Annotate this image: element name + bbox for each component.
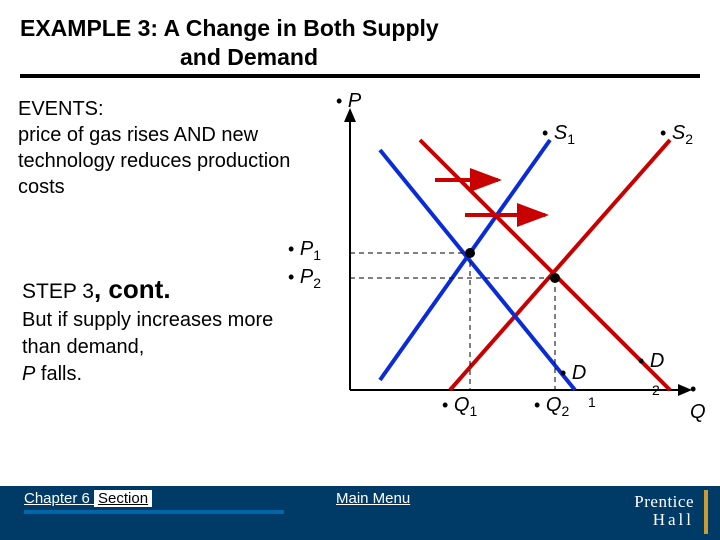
q1-label: • Q1 bbox=[442, 394, 477, 419]
title-line2: and Demand bbox=[20, 43, 700, 72]
supply-demand-chart: • P • Q • S1 • S2 • D 1 • D 2 • P1 • P2 … bbox=[310, 90, 710, 450]
q-axis-label: • Q bbox=[690, 378, 710, 424]
footer: Chapter 6 Section Main Menu Prentice Hal… bbox=[0, 486, 720, 540]
q2-label: • Q2 bbox=[534, 394, 569, 419]
s2-label: • S2 bbox=[660, 122, 693, 147]
events-heading: EVENTS: bbox=[18, 96, 308, 122]
p-axis-label: • P bbox=[336, 90, 361, 113]
step-block: STEP 3, cont. But if supply increases mo… bbox=[22, 272, 282, 388]
step-body-suffix: falls. bbox=[35, 363, 82, 385]
publisher-logo: Prentice Hall bbox=[634, 492, 694, 530]
step-title: STEP 3, cont. bbox=[22, 272, 282, 307]
step-cont: , cont. bbox=[94, 274, 171, 304]
content-area: EVENTS: price of gas rises AND new techn… bbox=[0, 82, 720, 102]
p1-label: • P1 bbox=[288, 238, 321, 263]
title-area: EXAMPLE 3: A Change in Both Supply and D… bbox=[0, 0, 720, 82]
events-block: EVENTS: price of gas rises AND new techn… bbox=[18, 96, 308, 200]
step-p-var: P bbox=[22, 363, 35, 385]
logo-line2: Hall bbox=[634, 510, 694, 530]
section-text: Section bbox=[94, 490, 152, 507]
chapter-text: Chapter 6 bbox=[24, 490, 90, 507]
p2-label: • P2 bbox=[288, 266, 321, 291]
chapter-bar bbox=[24, 510, 284, 514]
step-label: STEP 3 bbox=[22, 280, 94, 303]
logo-accent-bar bbox=[704, 490, 708, 534]
main-menu-link[interactable]: Main Menu bbox=[336, 490, 410, 507]
events-body: price of gas rises AND new technology re… bbox=[18, 122, 308, 200]
chapter-link[interactable]: Chapter 6 Section bbox=[24, 490, 152, 507]
d2-label: • D 2 bbox=[638, 350, 664, 398]
step-body-prefix: But if supply increases more than demand… bbox=[22, 309, 273, 358]
s1-label: • S1 bbox=[542, 122, 575, 147]
step-body: But if supply increases more than demand… bbox=[22, 307, 282, 388]
logo-line1: Prentice bbox=[634, 492, 694, 512]
title-line1: EXAMPLE 3: A Change in Both Supply bbox=[20, 14, 700, 43]
title-underline bbox=[20, 74, 700, 78]
